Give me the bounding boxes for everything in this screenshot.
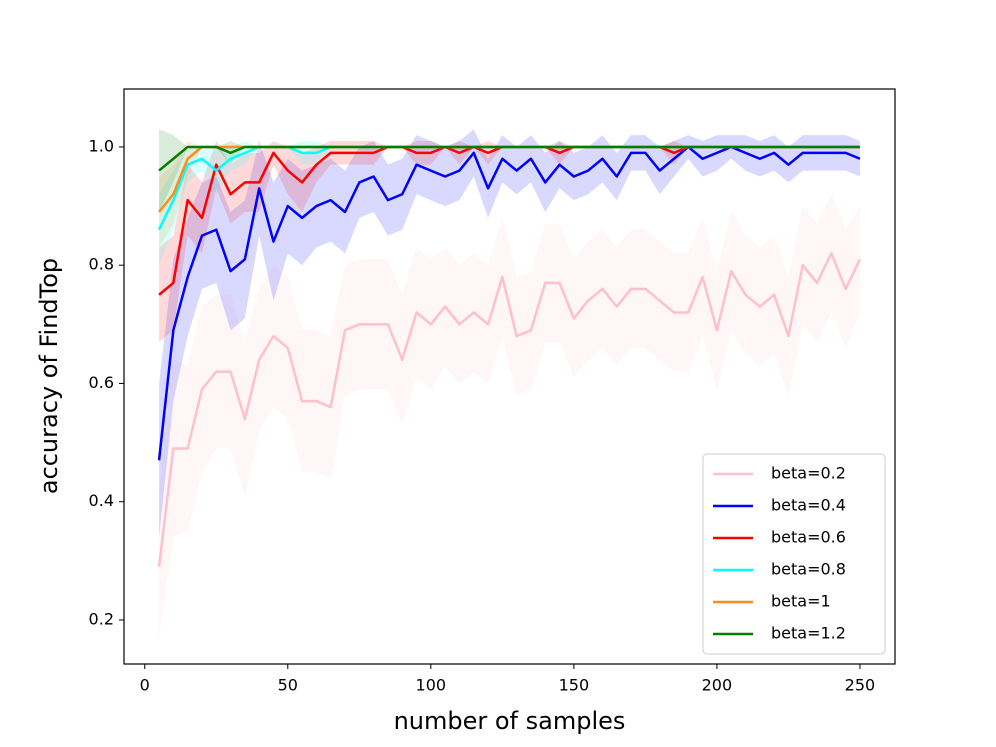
- x-tick-label: 0: [140, 676, 150, 695]
- error-band: [159, 129, 860, 538]
- legend-box: [702, 453, 886, 655]
- x-tick-label: 50: [278, 676, 298, 695]
- legend-label: beta=1.2: [771, 624, 846, 643]
- y-tick-label: 1.0: [89, 136, 114, 155]
- x-tick-label: 250: [845, 676, 876, 695]
- legend-label: beta=0.6: [771, 528, 846, 547]
- y-tick-label: 0.2: [89, 609, 114, 628]
- legend-label: beta=0.4: [771, 496, 846, 515]
- y-tick-label: 0.4: [89, 491, 114, 510]
- series-line: [158, 145, 860, 172]
- legend-label: beta=0.8: [771, 560, 846, 579]
- legend-label: beta=0.2: [771, 464, 846, 483]
- series-line: [157, 145, 861, 461]
- y-tick-label: 0.6: [89, 373, 114, 392]
- x-tick-label: 200: [702, 676, 733, 695]
- axes-frame: [123, 88, 896, 665]
- y-tick-label: 0.8: [89, 255, 114, 274]
- series-line: [157, 252, 862, 567]
- lines: [157, 145, 862, 567]
- y-axis-label: accuracy of FindTop: [35, 258, 63, 494]
- x-tick-label: 100: [416, 676, 447, 695]
- x-axis-label: number of samples: [394, 707, 626, 735]
- legend-label: beta=1: [771, 592, 831, 611]
- x-tick-label: 150: [559, 676, 590, 695]
- error-band: [159, 194, 860, 638]
